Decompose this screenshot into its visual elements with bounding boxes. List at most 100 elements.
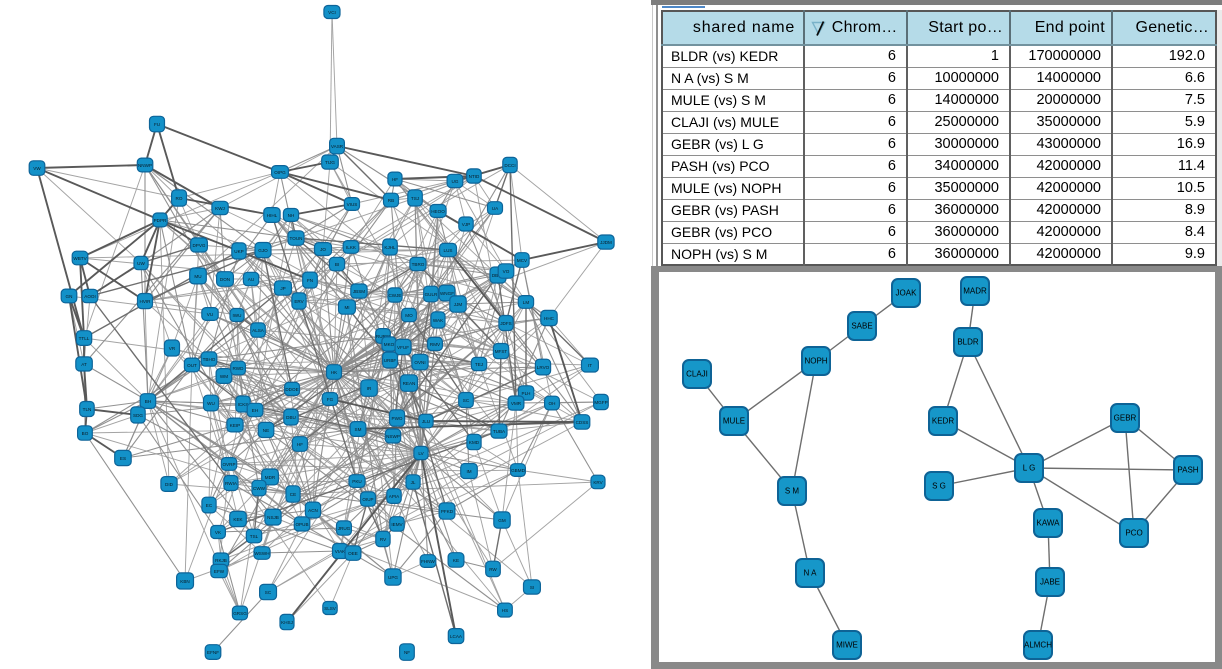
- svg-text:KEK: KEK: [233, 517, 243, 522]
- svg-text:MFST: MFST: [495, 349, 508, 354]
- svg-text:ICKS: ICKS: [238, 402, 249, 407]
- svg-text:KJHL: KJHL: [384, 245, 396, 250]
- svg-text:KHSJ: KHSJ: [281, 620, 293, 625]
- svg-text:IM: IM: [466, 469, 471, 474]
- svg-text:UW: UW: [137, 261, 145, 266]
- svg-text:REAN: REAN: [403, 381, 416, 386]
- svg-text:RO: RO: [176, 196, 183, 201]
- svg-text:HF: HF: [392, 177, 398, 182]
- svg-text:VO: VO: [503, 269, 510, 274]
- svg-text:ERV: ERV: [294, 299, 304, 304]
- svg-text:GJO: GJO: [258, 248, 268, 253]
- svg-text:TUBA: TUBA: [493, 429, 506, 434]
- svg-text:KRV: KRV: [593, 480, 603, 485]
- svg-text:MULE: MULE: [723, 417, 745, 426]
- svg-text:PWO: PWO: [392, 416, 403, 421]
- svg-text:GM: GM: [498, 518, 506, 523]
- svg-text:RV: RV: [380, 537, 387, 542]
- svg-text:GRSG: GRSG: [233, 611, 247, 616]
- svg-text:HS: HS: [502, 608, 508, 613]
- svg-text:JP: JP: [280, 286, 285, 291]
- svg-text:EFW: EFW: [214, 569, 225, 574]
- svg-text:RURW: RURW: [376, 334, 391, 339]
- svg-text:FHNW: FHNW: [421, 559, 435, 564]
- svg-text:KWJ: KWJ: [215, 206, 225, 211]
- svg-text:HF: HF: [297, 442, 303, 447]
- svg-text:GEBR: GEBR: [1114, 414, 1137, 423]
- svg-text:L G: L G: [1023, 464, 1036, 473]
- svg-text:S G: S G: [932, 482, 946, 491]
- svg-text:WM: WM: [220, 374, 228, 379]
- svg-text:VIUS: VIUS: [347, 202, 358, 207]
- svg-text:TOUN: TOUN: [290, 236, 303, 241]
- svg-text:OEE: OEE: [348, 551, 358, 556]
- svg-text:FG: FG: [327, 397, 334, 402]
- svg-text:UPG: UPG: [388, 575, 398, 580]
- svg-text:TLN: TLN: [83, 407, 92, 412]
- svg-text:S M: S M: [785, 487, 800, 496]
- svg-text:TSJ: TSJ: [411, 196, 419, 201]
- svg-text:SLSV: SLSV: [324, 606, 337, 611]
- svg-text:JDFS: JDFS: [500, 321, 511, 326]
- svg-text:AU: AU: [248, 277, 254, 282]
- svg-text:NH: NH: [288, 213, 295, 218]
- svg-text:BH: BH: [145, 399, 151, 404]
- svg-text:WNGF: WNGF: [440, 291, 454, 296]
- svg-text:TBRO: TBRO: [412, 262, 425, 267]
- svg-text:FU: FU: [154, 122, 160, 127]
- svg-text:TTLL: TTLL: [79, 336, 90, 341]
- svg-text:N A: N A: [804, 569, 818, 578]
- svg-text:EFNF: EFNF: [207, 650, 219, 655]
- svg-text:HHC: HHC: [544, 316, 555, 321]
- svg-text:RB: RB: [388, 198, 394, 203]
- svg-text:DON: DON: [220, 277, 230, 282]
- svg-text:WSWH: WSWH: [254, 551, 269, 556]
- svg-text:NNWP: NNWP: [138, 163, 152, 168]
- svg-text:MDR: MDR: [265, 475, 276, 480]
- svg-text:FN: FN: [307, 278, 313, 283]
- svg-text:OVNI: OVNI: [414, 360, 425, 365]
- svg-text:BO: BO: [82, 431, 89, 436]
- svg-text:ILKK: ILKK: [346, 245, 357, 250]
- svg-text:SABE: SABE: [851, 322, 872, 331]
- svg-text:OVRP: OVRP: [222, 462, 235, 467]
- svg-text:URBF: URBF: [384, 358, 397, 363]
- svg-text:VMR: VMR: [511, 401, 522, 406]
- svg-text:RWIA: RWIA: [225, 481, 238, 486]
- svg-text:IT: IT: [588, 363, 592, 368]
- svg-text:UG: UG: [452, 179, 459, 184]
- svg-text:WAK: WAK: [433, 318, 444, 323]
- svg-text:HIHL: HIHL: [267, 213, 278, 218]
- svg-text:NOPH: NOPH: [804, 357, 827, 366]
- svg-text:WBTV: WBTV: [73, 256, 87, 261]
- svg-text:SM: SM: [355, 427, 362, 432]
- svg-text:OH: OH: [549, 401, 556, 406]
- svg-text:VW: VW: [33, 166, 41, 171]
- svg-text:VCI: VCI: [328, 10, 336, 15]
- svg-text:VJP: VJP: [462, 222, 470, 227]
- svg-text:AOOI: AOOI: [84, 294, 96, 299]
- svg-text:VASR: VASR: [331, 144, 344, 149]
- svg-text:MKO: MKO: [384, 342, 395, 347]
- svg-text:PKU: PKU: [352, 479, 361, 484]
- svg-text:KMD: KMD: [469, 440, 480, 445]
- svg-text:JJM: JJM: [454, 302, 463, 307]
- svg-text:SDG: SDG: [133, 413, 143, 418]
- svg-text:PASH: PASH: [1177, 466, 1198, 475]
- svg-text:KEIP: KEIP: [230, 423, 240, 428]
- svg-text:GULR: GULR: [425, 292, 438, 297]
- svg-text:VU: VU: [207, 312, 213, 317]
- svg-text:PLH: PLH: [522, 391, 531, 396]
- svg-text:KEDR: KEDR: [932, 417, 954, 426]
- svg-text:APIA: APIA: [389, 494, 400, 499]
- svg-text:BI: BI: [335, 262, 339, 267]
- svg-text:GN: GN: [66, 294, 73, 299]
- svg-text:RKJB: RKJB: [215, 558, 227, 563]
- svg-text:WU: WU: [207, 401, 215, 406]
- svg-text:OIPG: OIPG: [274, 170, 286, 175]
- svg-text:EH: EH: [252, 408, 258, 413]
- svg-text:VR: VR: [169, 346, 176, 351]
- svg-text:CE: CE: [290, 492, 296, 497]
- svg-text:NF: NF: [404, 650, 410, 655]
- svg-text:SC: SC: [463, 398, 470, 403]
